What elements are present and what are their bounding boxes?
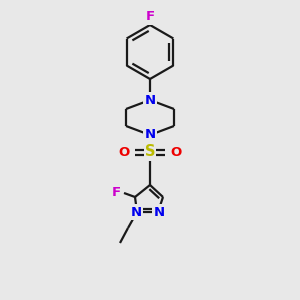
Text: N: N	[144, 128, 156, 142]
Text: N: N	[130, 206, 142, 218]
Text: O: O	[170, 146, 182, 158]
Text: S: S	[145, 145, 155, 160]
Text: N: N	[144, 94, 156, 106]
Text: O: O	[118, 146, 130, 158]
Text: F: F	[111, 187, 121, 200]
Text: N: N	[153, 206, 165, 218]
Text: F: F	[146, 11, 154, 23]
